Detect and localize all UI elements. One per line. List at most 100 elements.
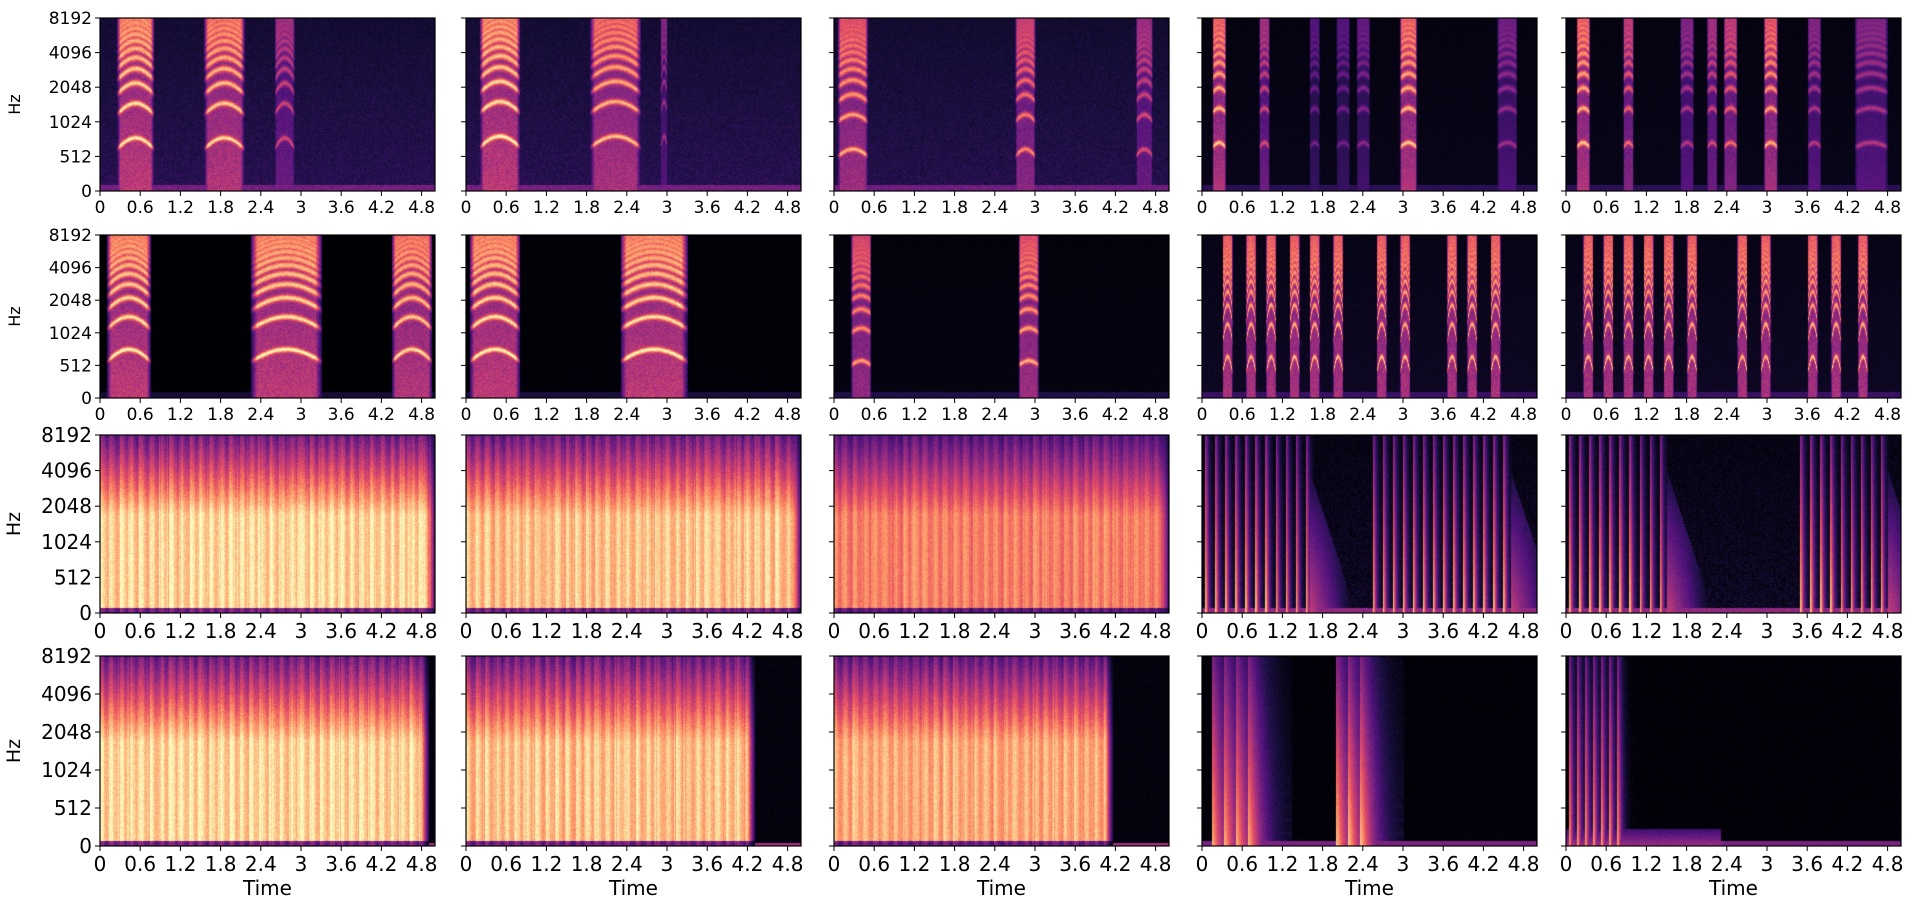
x-tick-label: 1.8 bbox=[1309, 198, 1336, 218]
x-tick-label: 0.6 bbox=[127, 198, 154, 218]
spectrogram-panel-r1-c2: 0 0.6 1.2 1.8 2.4 3 3.6 4.2 4.8 bbox=[461, 17, 802, 218]
x-tick-label: 4.8 bbox=[408, 405, 435, 425]
y-tick-label: 512 bbox=[60, 147, 92, 167]
axes-frame bbox=[465, 434, 802, 614]
x-tick-label: 1.2 bbox=[164, 852, 196, 876]
x-tick-label: 1.8 bbox=[573, 198, 600, 218]
x-tick-label: 4.8 bbox=[406, 852, 438, 876]
x-tick-label: 3 bbox=[1029, 619, 1042, 643]
x-tick-label: 2.4 bbox=[1349, 405, 1376, 425]
axes-frame bbox=[1201, 434, 1538, 614]
x-tick-label: 0 bbox=[94, 619, 107, 643]
y-tick-label: 4096 bbox=[49, 259, 92, 279]
x-tick-label: 1.8 bbox=[941, 198, 968, 218]
x-tick-label: 3.6 bbox=[1791, 852, 1823, 876]
axes-frame bbox=[465, 17, 802, 192]
y-tick-label: 512 bbox=[54, 565, 92, 589]
x-tick-label: 4.8 bbox=[1510, 198, 1537, 218]
spectrogram-panel-r2-c4: 0 0.6 1.2 1.8 2.4 3 3.6 4.2 4.8 bbox=[1197, 234, 1538, 425]
x-tick-label: 1.2 bbox=[1633, 405, 1660, 425]
x-tick-label: 2.4 bbox=[245, 619, 277, 643]
spectrogram-heatmap bbox=[100, 435, 435, 613]
y-tick-label: 4096 bbox=[41, 682, 92, 706]
x-tick-label: 3 bbox=[1397, 619, 1410, 643]
x-tick-label: 0.6 bbox=[1226, 619, 1258, 643]
y-tick-label: 8192 bbox=[41, 423, 92, 447]
x-tick-label: 0.6 bbox=[1593, 405, 1620, 425]
x-tick-label: 0 bbox=[461, 405, 472, 425]
x-tick-label: 0 bbox=[1196, 852, 1209, 876]
x-tick-label: 1.2 bbox=[533, 198, 560, 218]
y-tick-label: 2048 bbox=[49, 291, 92, 311]
x-tick-label: 0.6 bbox=[858, 852, 890, 876]
x-axis-label: Time bbox=[242, 876, 292, 900]
y-tick-label: 0 bbox=[79, 601, 92, 625]
x-tick-label: 0.6 bbox=[1590, 619, 1622, 643]
x-tick-label: 0.6 bbox=[124, 852, 156, 876]
spectrogram-heatmap bbox=[1566, 18, 1901, 191]
spectrogram-panel-r2-c3: 0 0.6 1.2 1.8 2.4 3 3.6 4.2 4.8 bbox=[829, 234, 1170, 425]
spectrogram-heatmap bbox=[1202, 656, 1537, 846]
spectrogram-heatmap bbox=[834, 235, 1169, 398]
x-tick-label: 1.8 bbox=[571, 619, 603, 643]
spectrogram-panel-r2-c2: 0 0.6 1.2 1.8 2.4 3 3.6 4.2 4.8 bbox=[461, 234, 802, 425]
x-tick-label: 4.8 bbox=[772, 852, 804, 876]
spectrogram-heatmap bbox=[1202, 435, 1537, 613]
y-tick-label: 1024 bbox=[49, 113, 92, 133]
x-tick-label: 4.8 bbox=[1874, 198, 1901, 218]
x-tick-label: 1.2 bbox=[167, 198, 194, 218]
axes-frame bbox=[99, 234, 436, 399]
y-tick-label: 8192 bbox=[49, 9, 92, 29]
x-axis-label: Time bbox=[1344, 876, 1394, 900]
axes-frame bbox=[833, 17, 1170, 192]
x-tick-label: 3.6 bbox=[1427, 619, 1459, 643]
x-tick-label: 0 bbox=[1197, 198, 1208, 218]
x-tick-label: 3.6 bbox=[691, 852, 723, 876]
y-tick-label: 0 bbox=[81, 389, 92, 409]
x-tick-label: 0 bbox=[1561, 198, 1572, 218]
spectrogram-panel-r3-c2: 0 0.6 1.2 1.8 2.4 3 3.6 4.2 4.8 bbox=[460, 434, 804, 643]
x-tick-label: 3 bbox=[295, 619, 308, 643]
x-tick-label: 0 bbox=[94, 852, 107, 876]
x-tick-label: 4.2 bbox=[731, 619, 763, 643]
x-tick-label: 4.2 bbox=[1470, 405, 1497, 425]
x-tick-label: 4.8 bbox=[1508, 852, 1540, 876]
x-tick-label: 4.8 bbox=[774, 198, 801, 218]
x-tick-label: 3.6 bbox=[1059, 852, 1091, 876]
x-tick-label: 3 bbox=[661, 852, 674, 876]
x-tick-label: 1.2 bbox=[530, 852, 562, 876]
x-tick-label: 0 bbox=[1196, 619, 1209, 643]
axes-frame bbox=[465, 655, 802, 847]
x-tick-label: 2.4 bbox=[1347, 852, 1379, 876]
x-tick-label: 1.2 bbox=[901, 405, 928, 425]
x-tick-label: 4.2 bbox=[1099, 852, 1131, 876]
x-tick-label: 3.6 bbox=[691, 619, 723, 643]
x-tick-label: 0.6 bbox=[124, 619, 156, 643]
x-tick-label: 4.2 bbox=[365, 852, 397, 876]
spectrogram-heatmap bbox=[1566, 235, 1901, 398]
axes-frame bbox=[833, 434, 1170, 614]
x-tick-label: 1.2 bbox=[164, 619, 196, 643]
x-axis-label: Time bbox=[608, 876, 658, 900]
spectrogram-panel-r4-c2: 0 0.6 1.2 1.8 2.4 3 3.6 4.2 4.8 Time bbox=[460, 655, 804, 900]
x-tick-label: 0.6 bbox=[127, 405, 154, 425]
x-tick-label: 3 bbox=[1030, 198, 1041, 218]
spectrogram-panel-r2-c1: 0 0.6 1.2 1.8 2.4 3 3.6 4.2 4.8 0 512 1024 2048 4096 8… bbox=[5, 226, 436, 425]
x-tick-label: 0.6 bbox=[493, 198, 520, 218]
y-tick-label: 4096 bbox=[49, 44, 92, 64]
x-tick-label: 1.8 bbox=[1671, 619, 1703, 643]
x-tick-label: 1.8 bbox=[573, 405, 600, 425]
x-tick-label: 1.2 bbox=[1630, 852, 1662, 876]
x-tick-label: 0.6 bbox=[490, 619, 522, 643]
x-tick-label: 3 bbox=[1762, 198, 1773, 218]
x-tick-label: 4.8 bbox=[1874, 405, 1901, 425]
x-tick-label: 3 bbox=[1761, 619, 1774, 643]
x-tick-label: 3.6 bbox=[1791, 619, 1823, 643]
x-tick-label: 3.6 bbox=[1794, 198, 1821, 218]
spectrogram-panel-r3-c3: 0 0.6 1.2 1.8 2.4 3 3.6 4.2 4.8 bbox=[828, 434, 1172, 643]
spectrogram-heatmap bbox=[100, 235, 435, 398]
spectrogram-panel-r4-c3: 0 0.6 1.2 1.8 2.4 3 3.6 4.2 4.8 Time bbox=[828, 655, 1172, 900]
x-tick-label: 1.2 bbox=[898, 619, 930, 643]
spectrogram-heatmap bbox=[834, 435, 1169, 613]
x-tick-label: 3.6 bbox=[328, 405, 355, 425]
